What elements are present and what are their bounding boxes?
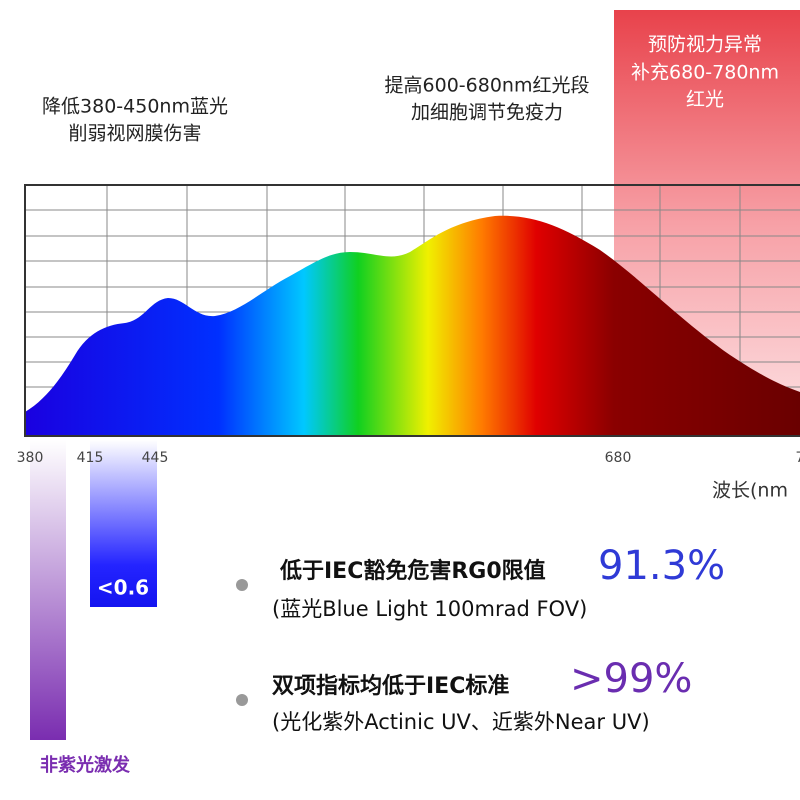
note-line: 削弱视网膜伤害 [68, 123, 201, 145]
x-tick-label: 445 [142, 450, 169, 466]
uv-bar [30, 440, 66, 740]
claim-figure: >99% [570, 656, 692, 702]
note-line: 提高600-680nm红光段 [385, 75, 590, 97]
note-line: 加细胞调节免疫力 [411, 102, 563, 124]
bullet [236, 694, 248, 706]
claim-detail: (光化紫外Actinic UV、近紫外Near UV) [272, 710, 650, 734]
claim-detail: (蓝光Blue Light 100mrad FOV) [272, 597, 587, 621]
x-axis-label: 波长(nm [712, 480, 788, 502]
x-tick-label: 7 [796, 450, 800, 466]
uv-bar-label: 非紫光激发 [40, 754, 131, 776]
x-tick-label: 415 [77, 450, 104, 466]
claim-text: 双项指标均低于IEC标准 [272, 673, 509, 699]
blue-bar [90, 440, 157, 607]
claim-text: 低于IEC豁免危害RG0限值 [279, 558, 546, 584]
claim-figure: 91.3% [598, 543, 725, 589]
note-line: 预防视力异常 [648, 34, 762, 56]
note-line: 降低380-450nm蓝光 [42, 96, 228, 118]
bullet [236, 579, 248, 591]
x-tick-label: 380 [17, 450, 44, 466]
spectrum-curve [25, 215, 800, 436]
x-tick-label: 680 [605, 450, 632, 466]
blue-bar-label: <0.6 [97, 576, 149, 600]
note-line: 补充680-780nm [631, 62, 779, 84]
chart-frame [24, 184, 800, 437]
note-line: 红光 [686, 89, 724, 111]
